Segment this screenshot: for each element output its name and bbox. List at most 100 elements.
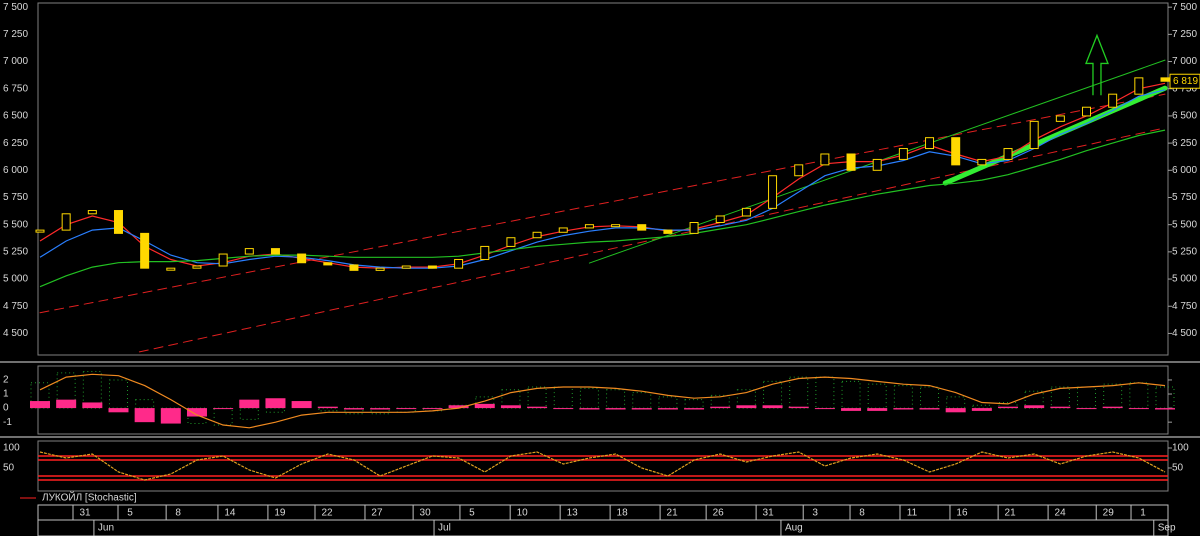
histogram-bar: [710, 406, 731, 409]
candle: [61, 213, 71, 231]
candle: [323, 262, 333, 266]
y-tick-label-right: 6 750: [1172, 83, 1197, 94]
candle: [192, 265, 202, 269]
histogram-bar: [971, 408, 992, 411]
histogram-bar: [684, 408, 705, 410]
candle: [558, 227, 568, 233]
y-tick-label-right: 5 000: [1172, 274, 1197, 285]
histogram-bar: [370, 408, 391, 410]
y-tick-label: 50: [3, 463, 15, 474]
stochastic-panel: [37, 440, 1169, 492]
histogram-bar: [736, 405, 757, 409]
y-tick-label: 0: [3, 403, 9, 414]
histogram-bar: [1102, 406, 1123, 409]
x-tick-label: 8: [859, 508, 865, 519]
macd-bar: [736, 389, 756, 409]
histogram-bar: [919, 408, 940, 410]
trend-line: [138, 127, 1166, 353]
x-tick-label: 5: [127, 508, 133, 519]
y-tick-label: 6 750: [3, 83, 28, 94]
candle: [637, 224, 647, 231]
histogram-bar: [213, 408, 234, 410]
last-price-label: 6 819: [1173, 76, 1198, 87]
x-tick-label: 5: [469, 508, 475, 519]
price-panel: [37, 2, 1169, 356]
candle: [532, 231, 542, 239]
signal-line: [39, 373, 1166, 429]
macd-bar: [710, 394, 730, 409]
candle: [1134, 77, 1144, 95]
histogram-bar: [134, 408, 155, 423]
x-tick-label: 31: [79, 508, 91, 519]
macd-bar: [239, 407, 259, 420]
histogram-bar: [1050, 406, 1071, 409]
arrow: [1085, 33, 1109, 96]
y-tick-label: 5 750: [3, 192, 28, 203]
x-tick-label: 31: [763, 508, 775, 519]
histogram-bar: [998, 406, 1019, 409]
histogram-bar: [500, 405, 521, 409]
x-tick-label: 19: [274, 508, 286, 519]
trend-line: [942, 85, 1168, 186]
y-tick-label-right: 7 000: [1172, 56, 1197, 67]
y-tick-label: 5 000: [3, 274, 28, 285]
x-tick-label: 18: [617, 508, 629, 519]
macd-bar: [1024, 390, 1044, 409]
candle: [1160, 77, 1170, 82]
x-tick-label: 27: [371, 508, 383, 519]
y-tick-label-right: 7 500: [1172, 2, 1197, 13]
y-tick-label-right: 6 500: [1172, 111, 1197, 122]
candle: [270, 248, 280, 255]
candle: [166, 267, 176, 271]
candle: [454, 258, 464, 269]
y-tick-label-right: 4 750: [1172, 301, 1197, 312]
histogram-bar: [160, 408, 181, 424]
macd-bar: [56, 372, 76, 409]
macd-bar: [108, 379, 128, 409]
histogram-bar: [631, 408, 652, 410]
macd-bar: [841, 380, 861, 409]
histogram-bar: [788, 406, 809, 409]
histogram-bar: [1155, 408, 1175, 410]
candle: [820, 153, 830, 166]
trend-line: [39, 93, 1166, 314]
x-tick-label: 13: [567, 508, 579, 519]
y-tick-label: 7 000: [3, 56, 28, 67]
y-tick-label-right: 5 250: [1172, 247, 1197, 258]
x-tick-label: 11: [907, 508, 918, 519]
histogram-bar: [841, 408, 862, 411]
x-tick-label: 8: [175, 508, 181, 519]
macd-bar: [1103, 383, 1123, 409]
histogram-bar: [657, 408, 678, 410]
histogram-bar: [762, 405, 783, 409]
candle: [401, 265, 411, 269]
histogram-bar: [814, 408, 835, 410]
candle: [349, 264, 359, 271]
histogram-bar: [317, 406, 338, 409]
histogram-bar: [422, 408, 443, 410]
macd-bar: [632, 392, 652, 409]
histogram-bar: [893, 408, 914, 410]
y-tick-label-right: 100: [1172, 443, 1189, 454]
x-tick-label: 21: [667, 508, 679, 519]
histogram-bar: [553, 408, 574, 410]
candle: [584, 224, 594, 229]
candle: [977, 158, 987, 166]
macd-bar: [501, 389, 521, 409]
macd-bar: [82, 371, 102, 409]
macd-bar: [998, 401, 1018, 409]
macd-panel: [37, 365, 1169, 435]
candle: [898, 148, 908, 160]
macd-bar: [789, 376, 809, 409]
y-tick-label: 5 500: [3, 219, 28, 230]
y-tick-label: 6 000: [3, 165, 28, 176]
macd-bar: [867, 383, 887, 409]
candle: [715, 215, 725, 224]
x-tick-label: 30: [420, 508, 432, 519]
histogram-bar: [30, 401, 50, 409]
candle: [741, 207, 751, 217]
x-tick-label: 1: [1140, 508, 1146, 519]
x-tick-label: 24: [1055, 508, 1067, 519]
x-tick-label: 3: [812, 508, 818, 519]
y-tick-label: 5 250: [3, 247, 28, 258]
